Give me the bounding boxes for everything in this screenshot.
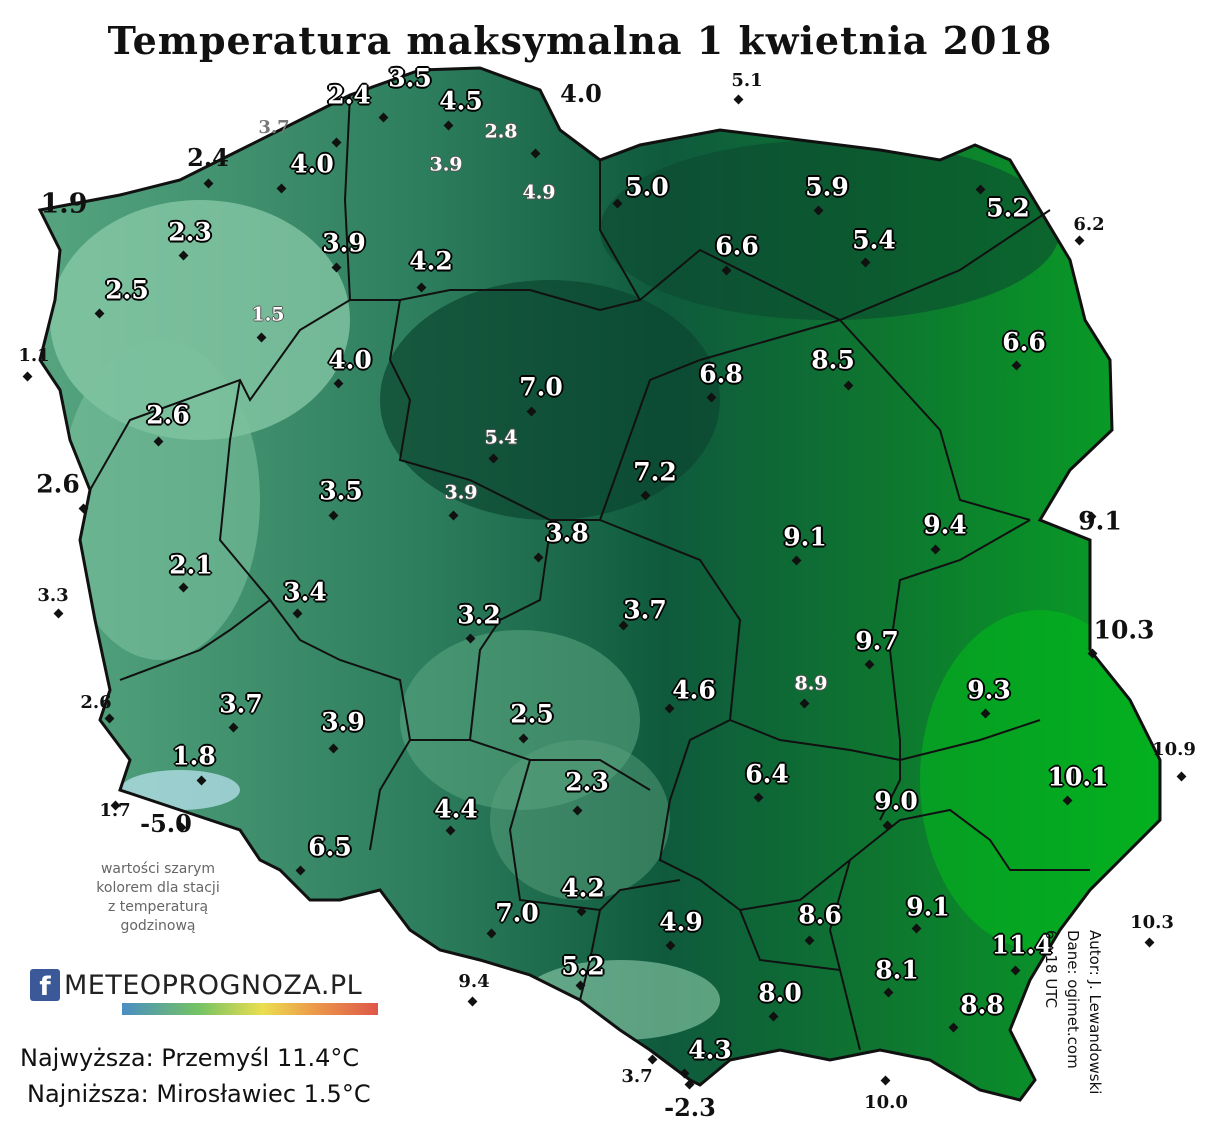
station-label-hourly: 1.5 [251,303,285,326]
station-label-outside: 10.3 [1130,912,1174,933]
station-label: 11.4 [991,930,1053,960]
station-label-outside: 10.0 [864,1092,908,1113]
station-label: 5.2 [561,951,605,981]
station-label: 5.9 [805,172,849,202]
station-label: 3.7 [623,595,667,625]
min-temperature-stat: Najniższa: Mirosławiec 1.5°C [27,1080,371,1108]
station-label-outside: 3.7 [258,117,290,138]
station-label-hourly: 4.9 [522,181,556,204]
station-label: 4.6 [672,675,716,705]
logo-text: METEOPROGNOZA.PL [64,969,363,1001]
station-label: 6.6 [715,231,759,261]
station-label: 2.4 [327,80,371,110]
station-label: 2.6 [146,400,190,430]
station-label-hourly: 2.8 [484,120,518,143]
station-label-outside: 9.4 [458,971,490,992]
station-label: 6.6 [1002,327,1046,357]
station-label: 6.8 [699,359,743,389]
station-label-outside: 1.9 [40,188,88,220]
meteoprognoza-logo[interactable]: f METEOPROGNOZA.PL [30,968,362,1002]
station-label: 9.3 [967,675,1011,705]
station-label-outside: 4.0 [560,79,602,108]
note-line: godzinową [120,918,196,934]
station-label: 9.4 [923,510,967,540]
note-line: z temperaturą [107,899,209,915]
station-label: 3.2 [457,600,501,630]
station-label: 2.5 [105,275,149,305]
station-label: 5.4 [852,225,896,255]
station-label: 8.6 [798,900,842,930]
station-label: 8.1 [875,955,919,985]
station-label-outside: 5.1 [731,70,763,91]
station-label: 3.4 [283,577,327,607]
station-label: 4.2 [409,246,453,276]
station-label: 8.8 [960,990,1004,1020]
station-label: 8.5 [811,345,855,375]
note-line: wartości szarym [100,861,216,877]
station-label-hourly: 3.9 [429,153,463,176]
station-label: 2.5 [510,699,554,729]
author-credits: Autor: J. Lewandowski Dane: ogimet.com 6… [1040,930,1106,1110]
station-label-outside: 10.3 [1093,615,1155,645]
logo-color-bar [122,1003,378,1015]
station-label: 4.4 [434,794,478,824]
station-label: 9.1 [906,892,950,922]
station-label: 3.8 [545,518,589,548]
station-label: 3.7 [219,689,263,719]
station-label-hourly: 3.9 [444,481,478,504]
station-label-outside: 9.1 [1078,506,1122,536]
station-label-outside: 3.3 [37,585,69,606]
legend-note: wartości szarym kolorem dla stacji z tem… [78,860,238,936]
station-label: 6.4 [745,759,789,789]
data-source-line: Dane: ogimet.com [1064,930,1082,1069]
station-label: 3.9 [321,707,365,737]
station-label: 7.0 [495,898,539,928]
station-label: 4.2 [561,873,605,903]
note-line: kolorem dla stacji [96,880,220,896]
station-label: 2.3 [565,767,609,797]
station-label: 4.0 [328,345,372,375]
station-label: 9.7 [855,626,899,656]
station-label: 7.2 [633,457,677,487]
station-label: 2.1 [169,550,213,580]
station-label-outside: 6.2 [1073,214,1105,235]
station-label: 4.9 [659,907,703,937]
station-label-hourly: 8.9 [794,672,828,695]
station-label: 1.8 [172,741,216,771]
station-label: 4.0 [290,149,334,179]
map-title: Temperatura maksymalna 1 kwietnia 2018 [107,18,1053,63]
station-label: 3.9 [322,228,366,258]
station-label: 2.3 [168,217,212,247]
station-label: 3.5 [319,476,363,506]
station-label: 3.5 [388,63,432,93]
station-label-outside: 1.1 [18,345,50,366]
author-line: Autor: J. Lewandowski [1086,930,1104,1095]
station-label-hourly: 5.4 [484,426,518,449]
station-label-outside: 2.6 [36,469,80,499]
station-label-outside: -2.3 [664,1093,716,1122]
station-label-outside: 10.9 [1152,739,1196,760]
station-label-outside: -5.0 [140,809,192,838]
station-label: 9.1 [783,522,827,552]
station-label: 4.5 [439,86,483,116]
station-label: 8.0 [758,978,802,1008]
station-label-outside: 3.7 [621,1066,653,1087]
facebook-icon[interactable]: f [30,969,60,1002]
station-label: 10.1 [1047,762,1109,792]
max-temperature-stat: Najwyższa: Przemyśl 11.4°C [20,1044,360,1072]
station-label: 7.0 [519,372,563,402]
station-label-outside: 1.7 [99,800,131,821]
station-label: 9.0 [874,786,918,816]
time-range-line: 6 - 18 UTC [1042,930,1060,1009]
station-label-outside: 2.4 [187,143,229,172]
station-label: 4.3 [688,1035,732,1065]
station-label: 5.2 [986,193,1030,223]
station-label: 6.5 [308,832,352,862]
station-label: 5.0 [625,172,669,202]
station-label-outside: 2.6 [80,692,112,713]
